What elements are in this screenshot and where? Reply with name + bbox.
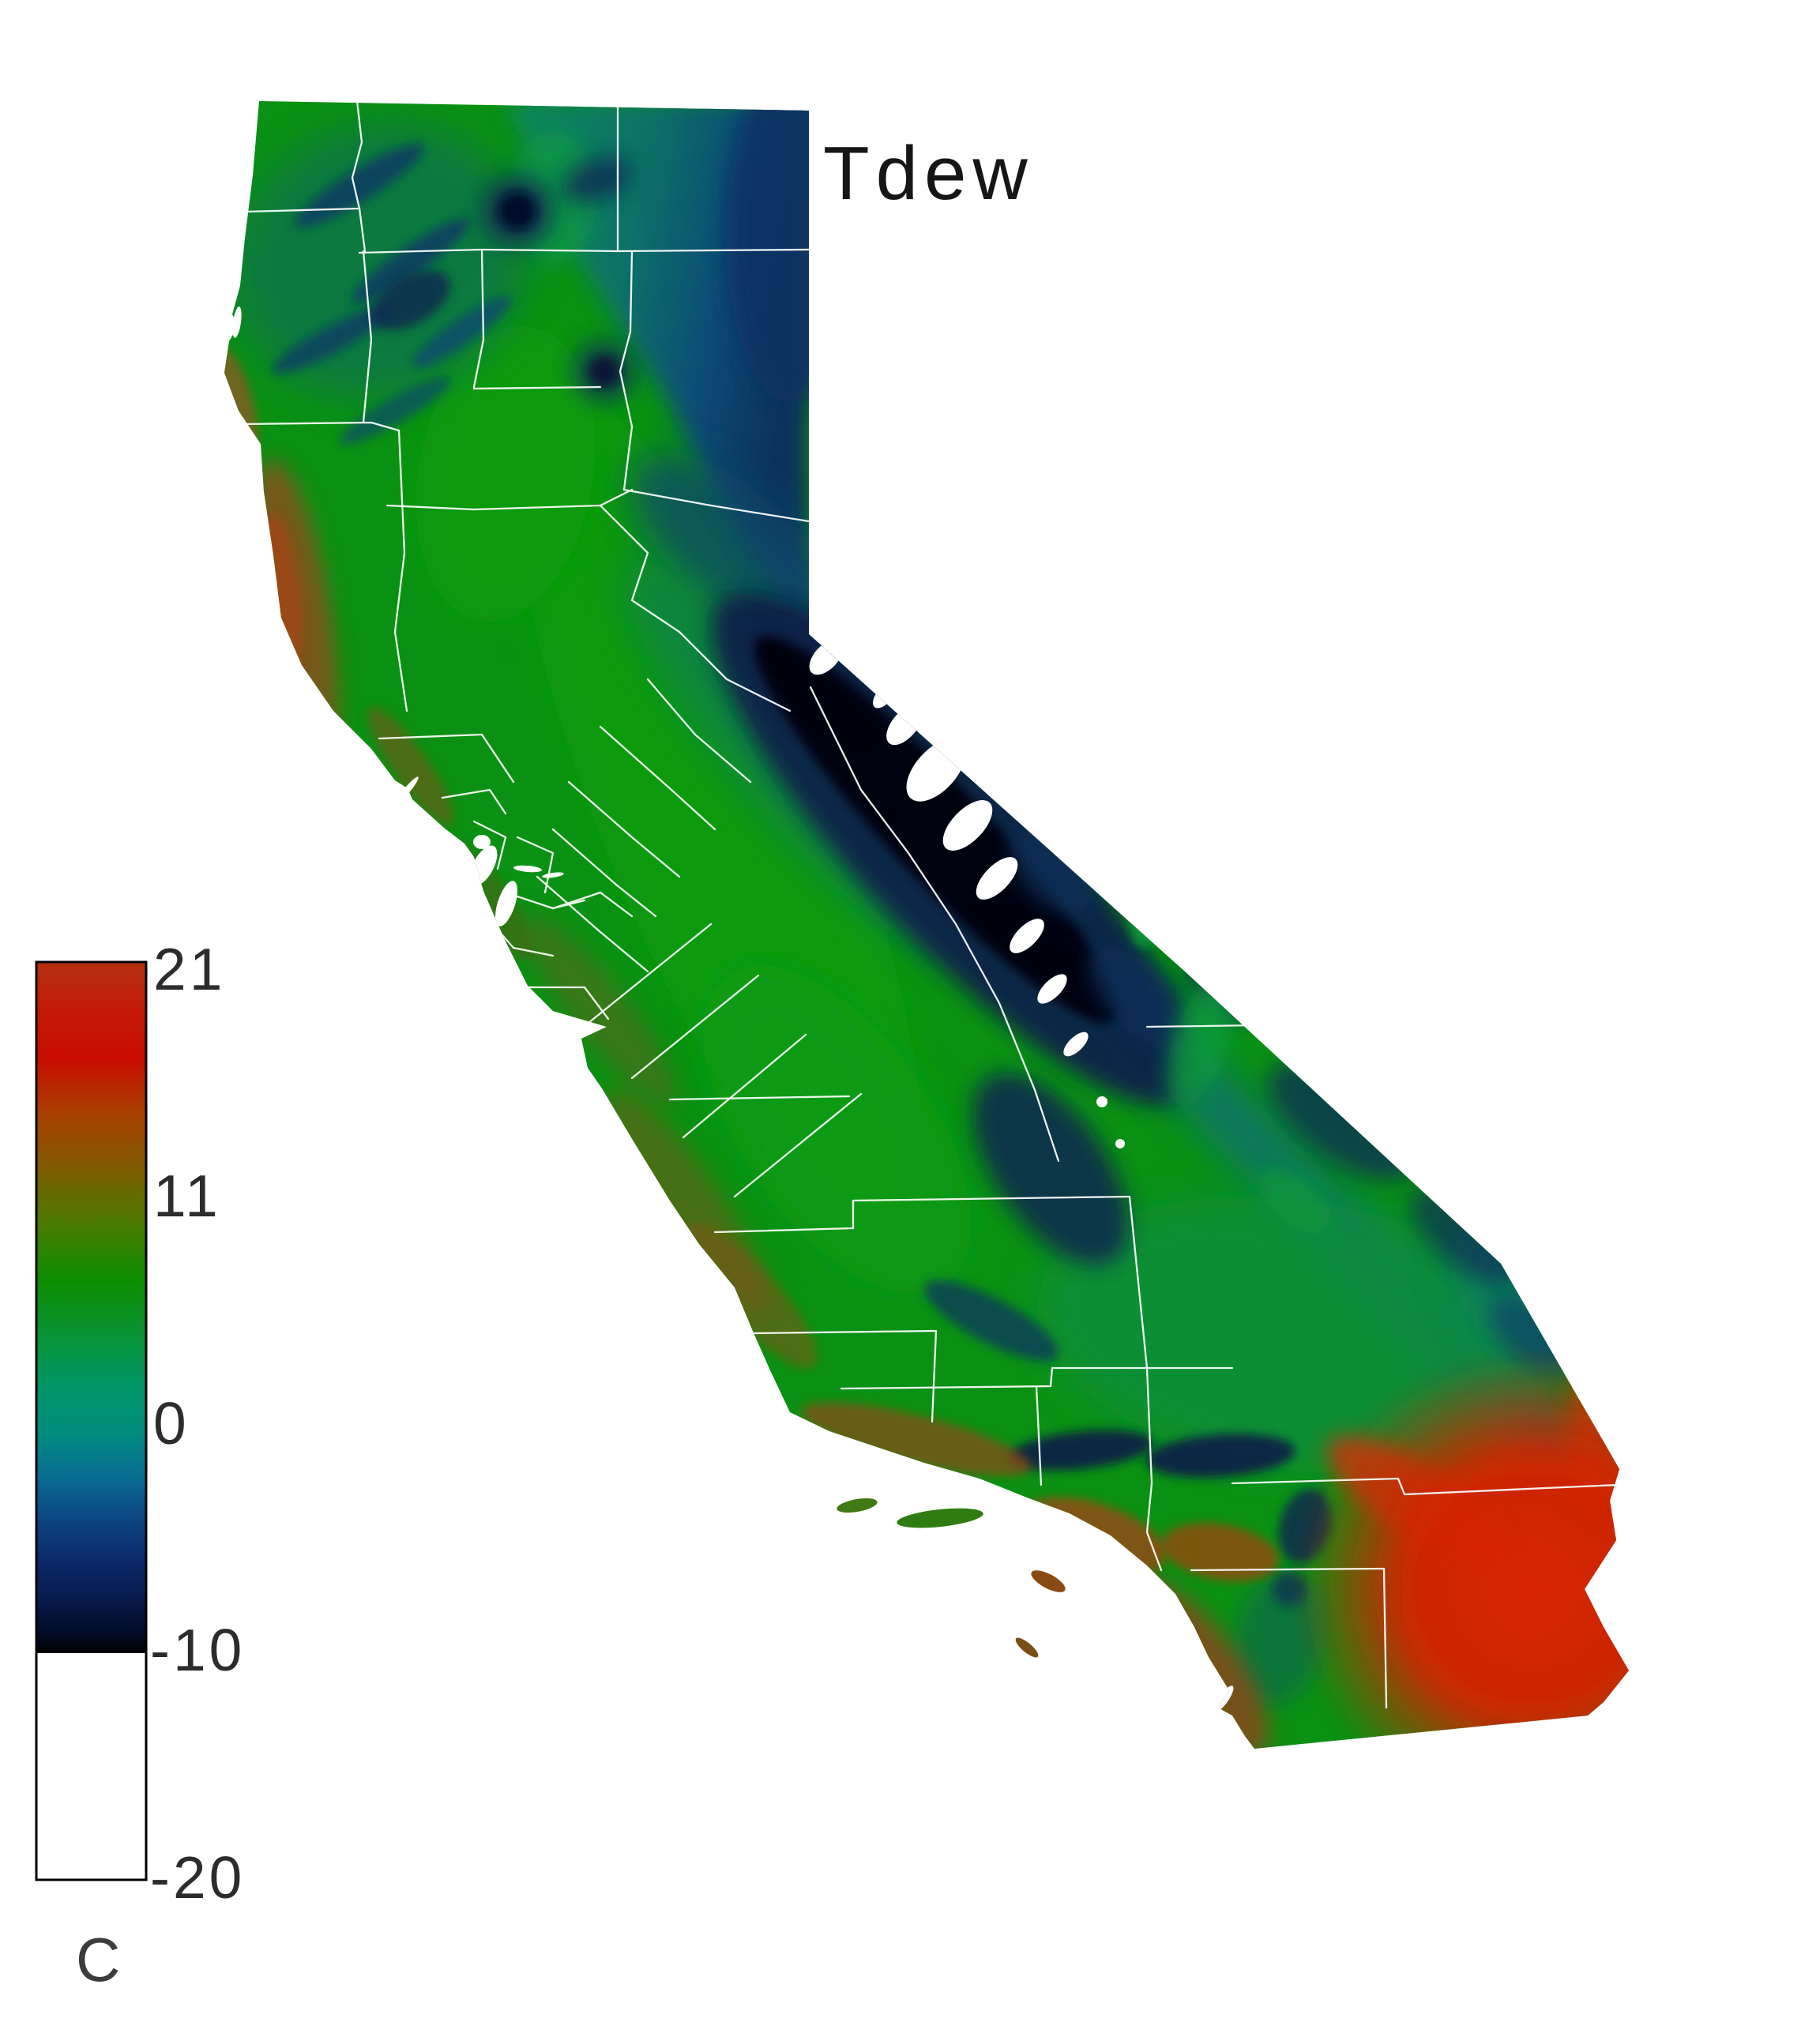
colorbar-frame: [35, 960, 148, 1881]
channel-islands: [837, 1498, 1066, 1658]
colorbar: 21 11 0 -10 -20 C: [35, 936, 245, 1994]
colorbar-tick-m10: -10: [150, 1617, 245, 1683]
california-map: [224, 101, 1629, 1749]
catalina-island: [1031, 1570, 1066, 1592]
colorbar-below-range: [36, 1653, 146, 1880]
colorbar-tick-11: 11: [153, 1163, 221, 1229]
map-title: Tdew: [823, 131, 1034, 216]
colorbar-tick-0: 0: [153, 1390, 190, 1456]
colorbar-tick-m20: -20: [150, 1844, 245, 1911]
colorbar-unit-label: C: [76, 1925, 120, 1994]
colorbar-gradient-bar: [36, 962, 146, 1653]
colorbar-tick-21: 21: [153, 936, 225, 1002]
imperial-valley-hot-spot: [1295, 1351, 1629, 1749]
